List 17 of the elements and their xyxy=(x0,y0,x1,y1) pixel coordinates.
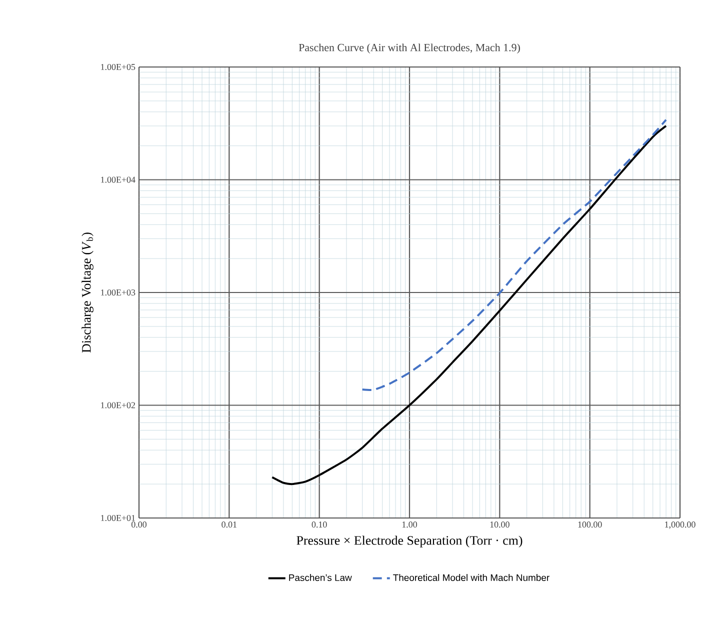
chart-title: Paschen Curve (Air with Al Electrodes, Mach 1.9) xyxy=(298,44,520,54)
y-axis-title: Discharge Voltage (V$_{b}$) xyxy=(82,232,94,353)
y-tick-label: 1.00E+04 xyxy=(101,176,136,183)
y-tick-label: 1.00E+02 xyxy=(101,402,135,408)
x-tick-label: 0.00 xyxy=(131,522,146,528)
y-tick-label: 1.00E+05 xyxy=(101,64,136,70)
x-axis-title: Pressure × Electrode Separation (Torr · cm) xyxy=(296,536,522,548)
x-tick-label: 1.00 xyxy=(402,522,418,528)
y-tick-label: 1.00E+03 xyxy=(101,289,136,296)
x-tick-label: 0.10 xyxy=(312,522,327,528)
x-tick-label: 0.01 xyxy=(222,522,236,528)
x-tick-label: 1,000.00 xyxy=(665,522,696,529)
x-tick-label: 100.00 xyxy=(578,522,602,528)
y-tick-label: 1.00E+01 xyxy=(101,514,135,522)
legend-label: Paschen’s Law xyxy=(289,574,352,581)
legend-label: Theoretical Model with Mach Number xyxy=(393,574,550,581)
x-tick-label: 10.00 xyxy=(490,522,510,528)
